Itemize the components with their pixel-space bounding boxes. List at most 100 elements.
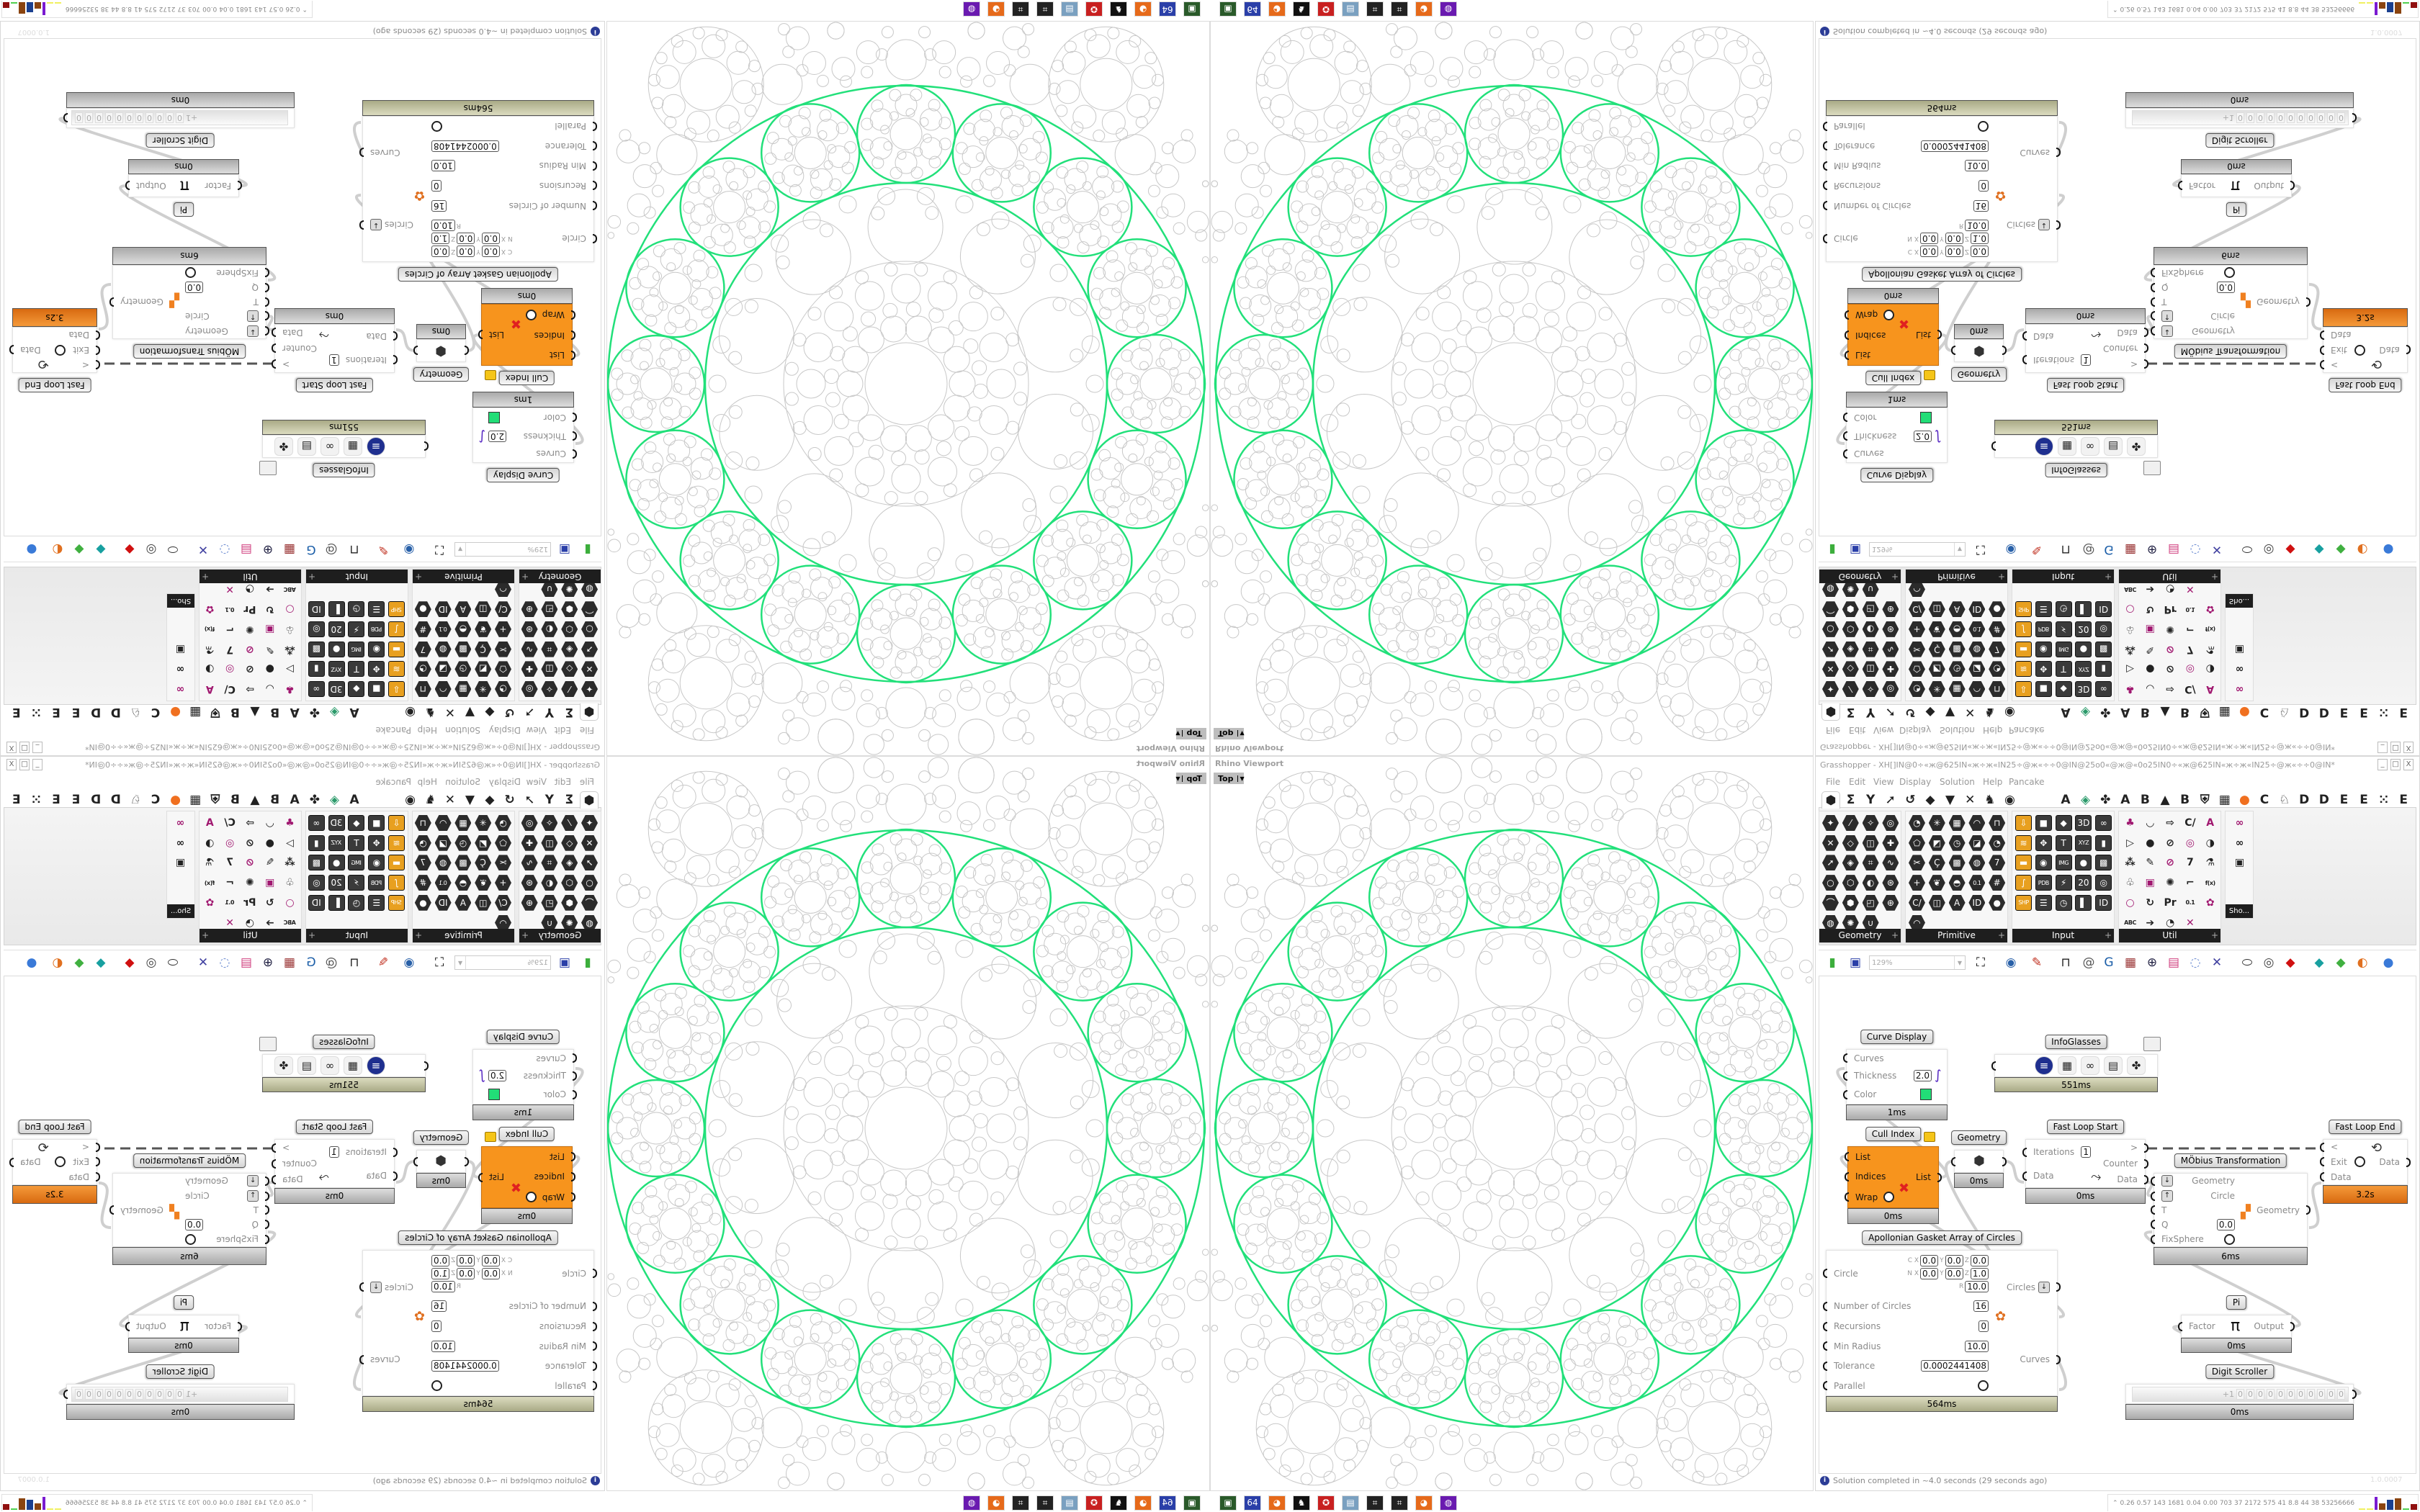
component-icon[interactable]: ∿ xyxy=(521,642,538,657)
indices-input[interactable]: Indices xyxy=(526,1171,575,1182)
component-icon[interactable]: ● xyxy=(2075,855,2092,871)
plugin-icon[interactable]: ⊓ xyxy=(2061,955,2071,970)
component-icon[interactable]: 3D xyxy=(2075,815,2092,831)
component-icon[interactable]: ⊛ xyxy=(521,875,538,891)
component-icon[interactable]: ◔ xyxy=(245,583,255,595)
cull-index-body[interactable]: List Indices Wrap List ✖ xyxy=(478,304,575,366)
collapse-icon[interactable]: ⌃ xyxy=(2112,5,2118,13)
component-icon[interactable]: ∞ xyxy=(2235,663,2244,675)
fast-loop-end-title[interactable]: Fast Loop End xyxy=(18,378,91,392)
menu-display[interactable]: Display xyxy=(1899,777,1932,787)
component-icon[interactable]: ● xyxy=(415,895,431,911)
plugin-icon[interactable]: ⊓ xyxy=(349,542,359,557)
component-icon[interactable]: 0.1 xyxy=(1968,621,1985,637)
component-icon[interactable]: ✚ xyxy=(1882,661,1899,677)
menu-help[interactable]: Help xyxy=(1983,725,2003,735)
param-value[interactable]: 0.0002441408 xyxy=(431,1360,499,1372)
color-input[interactable]: Color xyxy=(1843,1089,1932,1101)
component-icon[interactable]: ◷ xyxy=(454,835,471,851)
tab-e-icon[interactable]: E xyxy=(2339,705,2349,719)
component-icon[interactable]: ✦ xyxy=(581,815,598,831)
component-icon[interactable]: 0.1 xyxy=(1968,875,1986,891)
qr-app-2-icon[interactable]: ⌗ xyxy=(1012,1495,1029,1511)
circles-output[interactable]: Circles ↓ xyxy=(2007,219,2061,231)
graft-up-icon[interactable]: ↑ xyxy=(247,310,259,322)
infoglasses-body[interactable]: ≡ ▦ ∞ ▤ ✤ xyxy=(262,1054,429,1077)
component-icon[interactable]: ✺ xyxy=(2166,623,2174,635)
component-icon[interactable]: ◪ xyxy=(1968,661,1985,677)
component-icon[interactable]: ID xyxy=(435,895,452,911)
tab-e-icon[interactable]: E xyxy=(71,793,81,807)
apollonian-body[interactable]: Circle C X 0.0 Y 0.0 Z 0.0 N X 0.0 Y 0.0 Z 1.0 R 10.0 N… xyxy=(1823,116,2061,262)
component-icon[interactable]: ➚ xyxy=(1822,855,1839,871)
comment-bubble-icon[interactable] xyxy=(485,370,496,380)
component-icon[interactable]: ▦ xyxy=(1948,815,1966,831)
component-icon[interactable]: ✂ xyxy=(1909,855,1925,871)
t-input[interactable]: T xyxy=(2151,297,2235,307)
component-icon[interactable]: ▩ xyxy=(2095,855,2112,871)
component-icon[interactable]: ◡ xyxy=(266,817,274,829)
component-icon[interactable]: 20 xyxy=(2075,875,2092,891)
thickness-input[interactable]: Thickness 2.0 xyxy=(488,430,577,442)
data-input[interactable]: Data xyxy=(55,1172,100,1182)
panel-label[interactable]: Primitive + xyxy=(413,929,514,942)
qr-app-2-icon[interactable]: ⌗ xyxy=(1391,1495,1408,1511)
component-icon[interactable]: ⁂ xyxy=(284,857,295,869)
menu-view[interactable]: View xyxy=(1873,777,1894,787)
component-icon[interactable]: C/ xyxy=(2184,683,2196,695)
rooster-icon[interactable]: ♘ xyxy=(130,705,142,719)
component-icon[interactable]: Pr xyxy=(243,896,256,909)
panel-label[interactable]: Sho... xyxy=(2226,904,2253,918)
params-hex-icon[interactable]: ⬢ xyxy=(1821,703,1840,721)
component-icon[interactable]: ● xyxy=(1989,601,2005,617)
intersect-icon[interactable]: ✕ xyxy=(444,705,455,719)
component-icon[interactable]: ◰ xyxy=(1862,894,1879,911)
curve-icon[interactable]: ↺ xyxy=(504,705,515,719)
list-input[interactable]: List xyxy=(526,350,575,360)
component-icon[interactable]: 7 xyxy=(226,857,233,869)
component-icon[interactable]: ✿ xyxy=(2205,896,2215,909)
component-icon[interactable]: ▷ xyxy=(286,663,294,675)
vector-value[interactable]: 0.0 xyxy=(481,246,500,258)
panel-label[interactable]: Sho... xyxy=(2226,594,2253,608)
component-icon[interactable]: ABC xyxy=(2124,586,2136,593)
pi-component[interactable]: Pi Factor Output π 0ms xyxy=(2178,1295,2295,1353)
geometry-output[interactable]: Geometry xyxy=(109,1205,163,1215)
thickness-input[interactable]: Thickness 2.0 xyxy=(1843,430,1932,442)
component-icon[interactable]: A xyxy=(1949,601,1966,617)
toggle-circle[interactable] xyxy=(185,1233,196,1245)
expand-icon[interactable]: + xyxy=(1997,572,2005,582)
component-icon[interactable]: A xyxy=(2206,683,2215,695)
connection-grip[interactable] xyxy=(2151,1176,2155,1186)
list-icon[interactable]: ≡ xyxy=(367,1056,385,1075)
vector-value[interactable]: 0.0 xyxy=(457,1267,475,1279)
component-icon[interactable]: ∞ xyxy=(2235,817,2244,829)
box-icon[interactable]: ▤ xyxy=(240,542,253,557)
digit-scroller-title[interactable]: Digit Scroller xyxy=(2205,1364,2275,1379)
rings-icon[interactable]: ◎ xyxy=(2263,542,2275,557)
component-icon[interactable]: # xyxy=(1989,621,2005,637)
component-icon[interactable]: ⚡ xyxy=(348,875,365,891)
minimize-button[interactable]: _ xyxy=(2378,742,2388,753)
zoom-level-field[interactable]: 129% ▼ xyxy=(454,542,551,557)
maximize-button[interactable]: □ xyxy=(2390,759,2401,770)
circle-input[interactable]: ↑ Circle xyxy=(2151,1190,2235,1202)
red-app-icon[interactable]: ✪ xyxy=(1085,1495,1103,1511)
curve-display-body[interactable]: Curves Thickness 2.0 Color ∫ xyxy=(472,1049,577,1104)
image-icon[interactable]: ▦ xyxy=(283,542,296,557)
bulb-icon[interactable]: ◌ xyxy=(2190,955,2201,970)
connection-grip[interactable] xyxy=(1937,1172,1942,1182)
digit[interactable]: 0 xyxy=(2327,112,2335,123)
component-icon[interactable]: ◷ xyxy=(1949,661,1966,677)
digit[interactable]: 0 xyxy=(2246,112,2254,123)
component-icon[interactable]: ↻ xyxy=(265,603,274,616)
fast-loop-start-component[interactable]: Fast Loop Start Iterations 1 Data > Counter Da… xyxy=(2022,308,2148,392)
mesh-icon[interactable]: ▼ xyxy=(1945,793,1955,807)
fast-loop-end-body[interactable]: < Exit Data Data ⟲ xyxy=(9,327,100,373)
param-value[interactable]: 1 xyxy=(2081,354,2091,366)
expand-icon[interactable]: + xyxy=(415,930,423,940)
component-icon[interactable]: ✕ xyxy=(581,835,598,851)
connection-grip[interactable] xyxy=(2406,1157,2411,1167)
iterations-input[interactable]: Iterations 1 xyxy=(2022,1146,2091,1158)
red-cube-icon[interactable]: ◆ xyxy=(2285,955,2295,970)
